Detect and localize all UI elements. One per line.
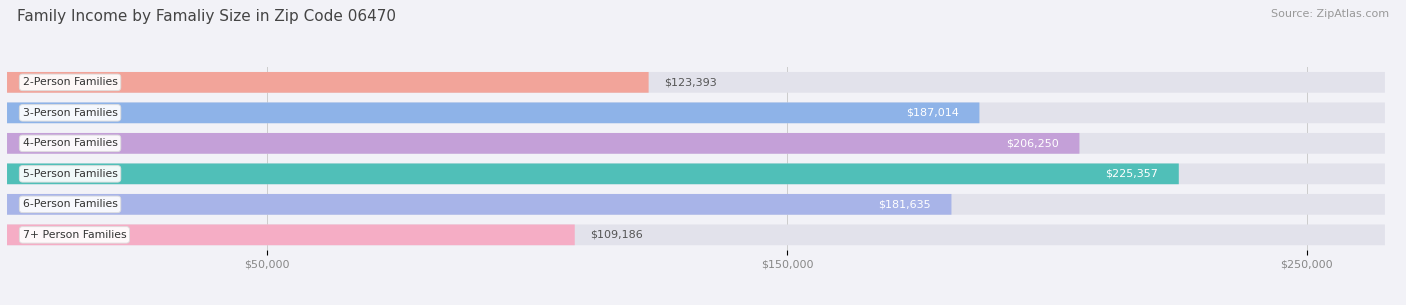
FancyBboxPatch shape — [7, 224, 575, 245]
FancyBboxPatch shape — [7, 194, 952, 215]
FancyBboxPatch shape — [7, 194, 1385, 215]
FancyBboxPatch shape — [7, 224, 1385, 245]
FancyBboxPatch shape — [7, 102, 1385, 123]
Text: $109,186: $109,186 — [591, 230, 643, 240]
FancyBboxPatch shape — [7, 72, 648, 93]
Text: $225,357: $225,357 — [1105, 169, 1159, 179]
FancyBboxPatch shape — [7, 102, 980, 123]
FancyBboxPatch shape — [7, 133, 1080, 154]
Text: 2-Person Families: 2-Person Families — [22, 77, 118, 87]
FancyBboxPatch shape — [7, 163, 1178, 184]
Text: $206,250: $206,250 — [1005, 138, 1059, 148]
Text: 4-Person Families: 4-Person Families — [22, 138, 118, 148]
Text: 6-Person Families: 6-Person Families — [22, 199, 118, 209]
Text: $187,014: $187,014 — [905, 108, 959, 118]
FancyBboxPatch shape — [7, 72, 1385, 93]
Text: 7+ Person Families: 7+ Person Families — [22, 230, 127, 240]
Text: Source: ZipAtlas.com: Source: ZipAtlas.com — [1271, 9, 1389, 19]
Text: 3-Person Families: 3-Person Families — [22, 108, 118, 118]
FancyBboxPatch shape — [7, 133, 1385, 154]
Text: $123,393: $123,393 — [664, 77, 717, 87]
FancyBboxPatch shape — [7, 163, 1385, 184]
Text: Family Income by Famaliy Size in Zip Code 06470: Family Income by Famaliy Size in Zip Cod… — [17, 9, 396, 24]
Text: $181,635: $181,635 — [877, 199, 931, 209]
Text: 5-Person Families: 5-Person Families — [22, 169, 118, 179]
